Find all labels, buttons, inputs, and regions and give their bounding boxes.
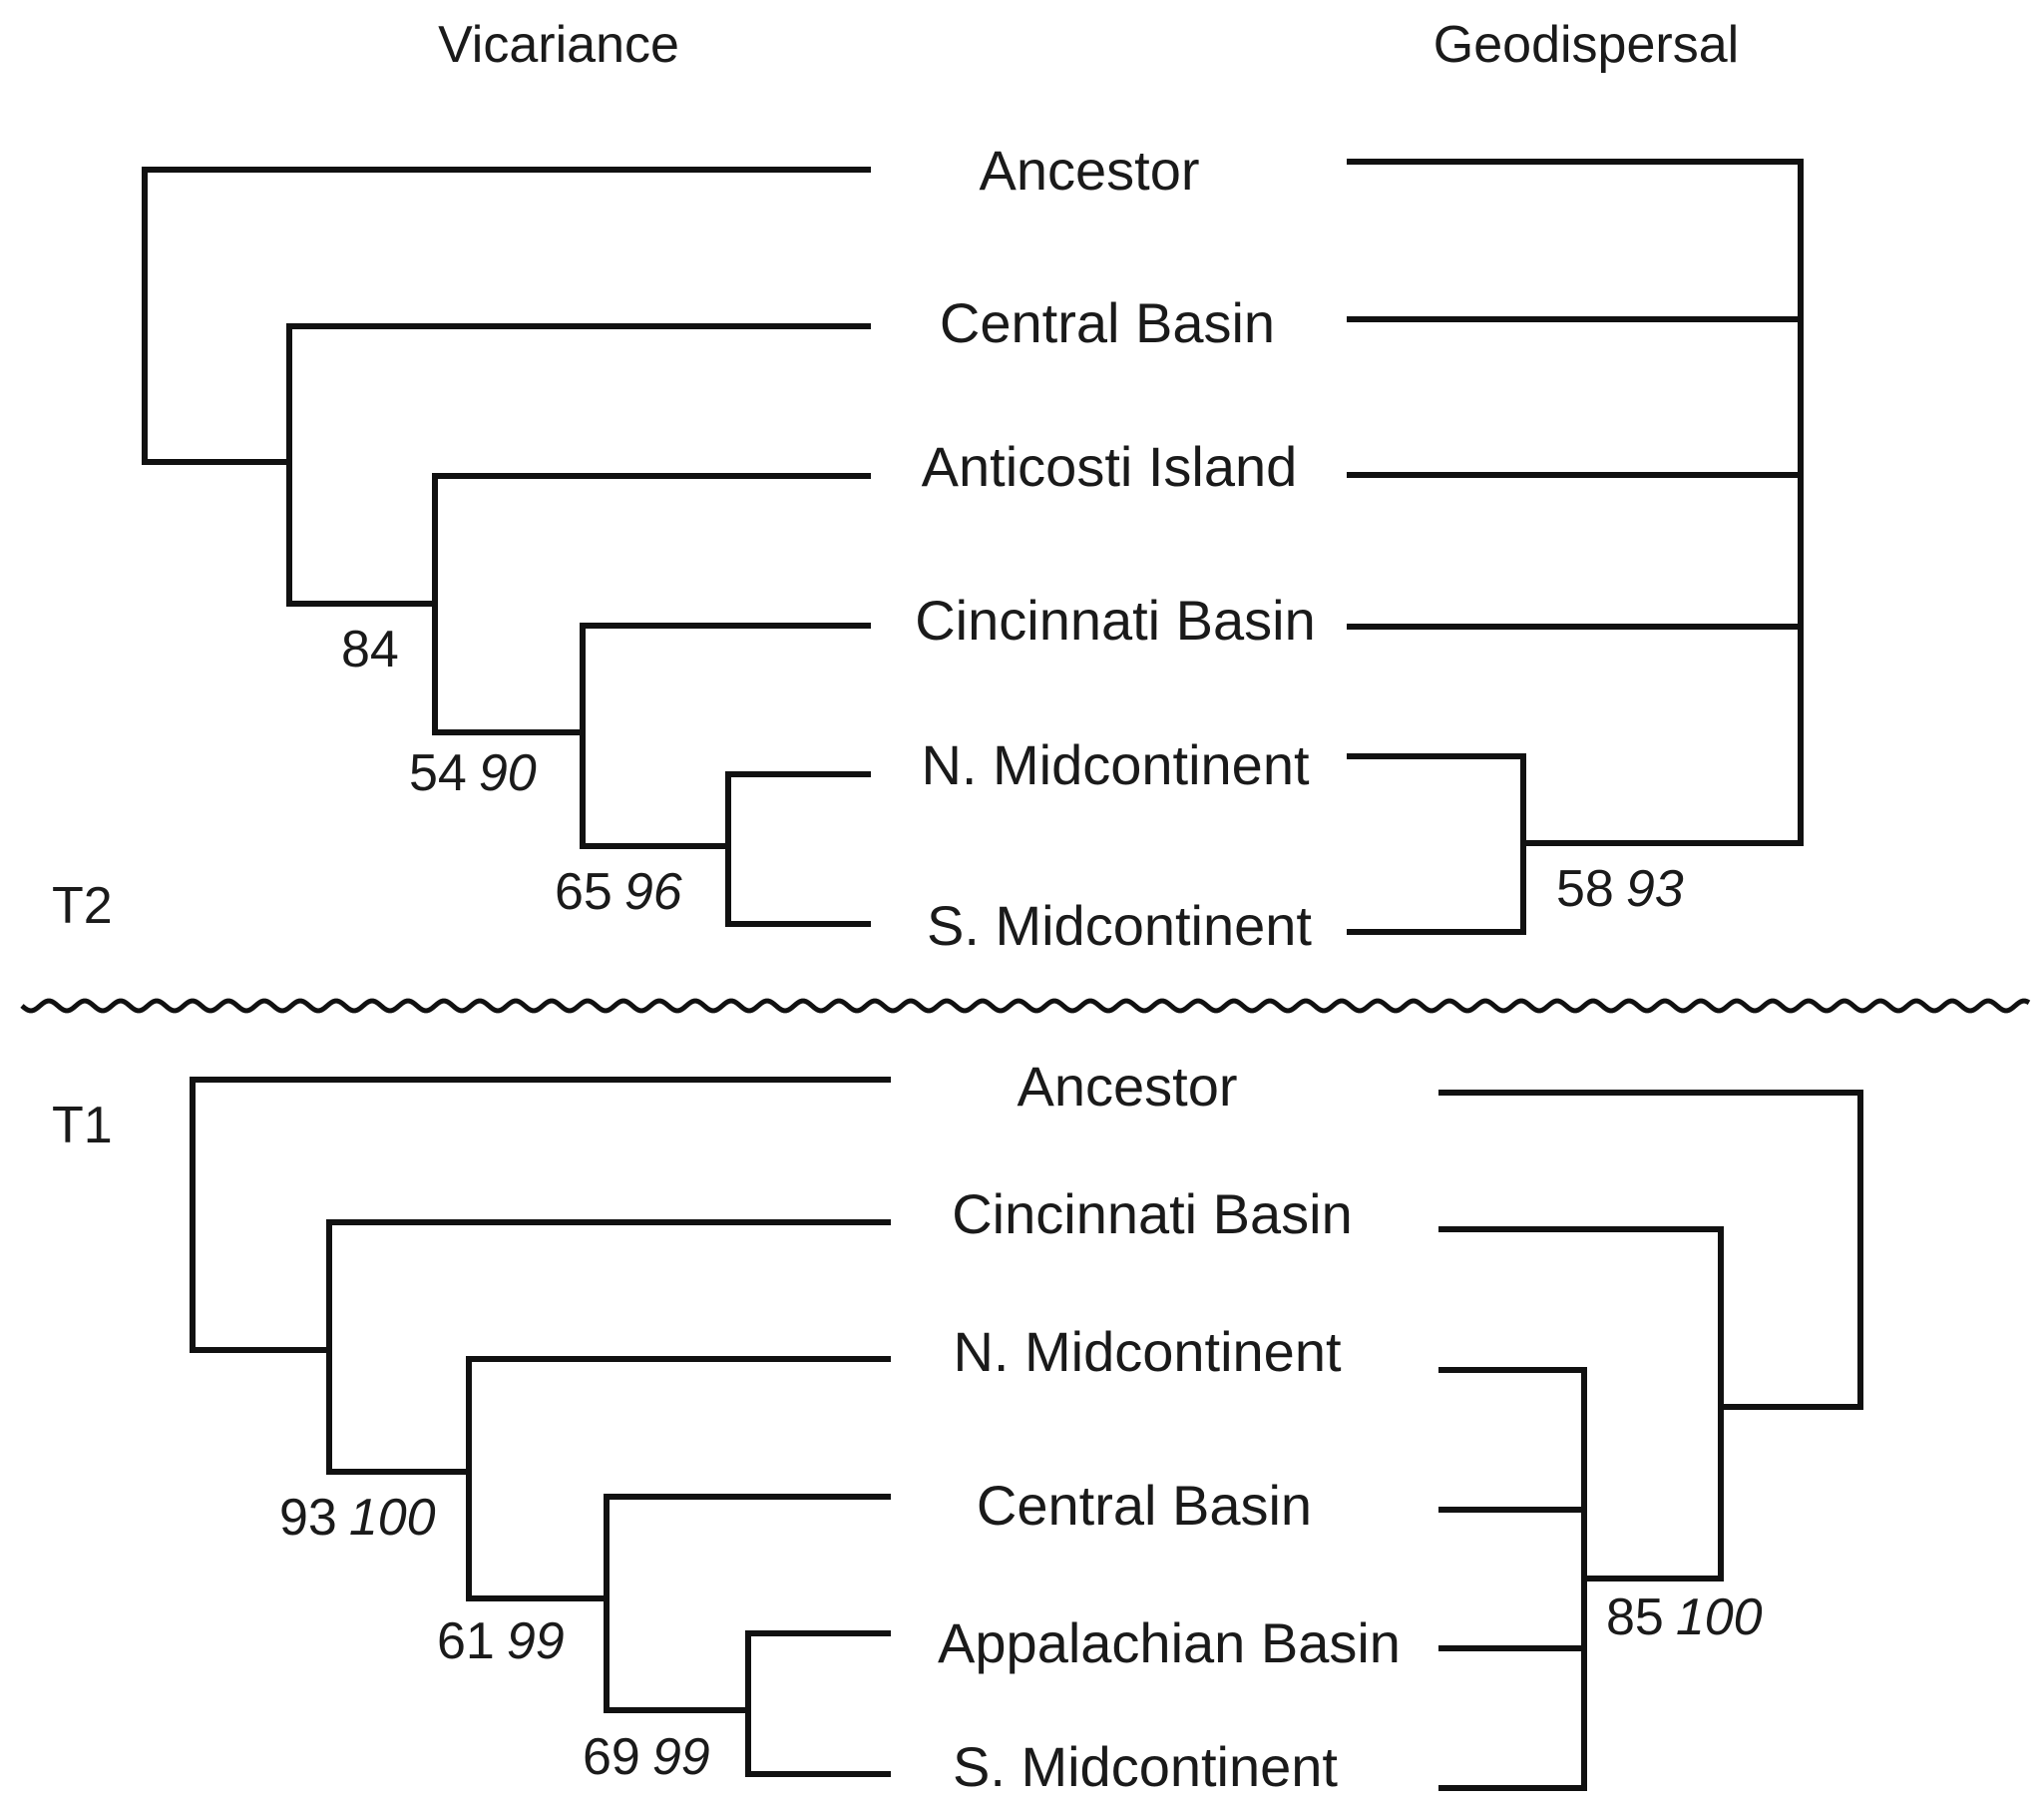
support-value-italic: 90	[479, 744, 537, 802]
t1-taxon-ancestor: Ancestor	[1018, 1055, 1238, 1118]
t2-vicariance-support-84: 84	[341, 621, 399, 678]
support-value-italic: 100	[1676, 1588, 1763, 1646]
time-boundary-wavy-line	[20, 998, 2031, 1014]
t2-taxon-n-midcontinent: N. Midcontinent	[921, 733, 1310, 796]
t2-vicariance-support-54-90: 54 90	[409, 744, 537, 802]
support-value-italic: 100	[349, 1489, 436, 1547]
t2-taxon-anticosti-island: Anticosti Island	[922, 435, 1298, 498]
support-value: 84	[341, 621, 399, 678]
support-value: 69	[583, 1728, 640, 1786]
support-value: 54	[409, 744, 467, 802]
support-value: 65	[555, 863, 613, 921]
support-value: 93	[279, 1489, 337, 1547]
t1-taxon-central-basin: Central Basin	[977, 1474, 1312, 1537]
support-value-italic: 99	[507, 1612, 565, 1670]
t1-geodispersal-support-85-100: 85 100	[1606, 1588, 1763, 1646]
t2-vicariance-tree	[142, 167, 871, 927]
vicariance-header: Vicariance	[438, 16, 679, 74]
support-value: 61	[437, 1612, 495, 1670]
t1-taxon-cincinnati-basin: Cincinnati Basin	[952, 1182, 1353, 1245]
t1-panel: T1 Ancestor Cincinnati Basin N. Midconti…	[52, 1055, 1863, 1798]
t2-taxon-ancestor: Ancestor	[980, 139, 1200, 202]
t1-time-label: T1	[52, 1097, 113, 1154]
t2-geodispersal-tree	[1347, 159, 1804, 935]
support-value-italic: 99	[652, 1728, 710, 1786]
t1-taxon-appalachian-basin: Appalachian Basin	[938, 1611, 1401, 1674]
t2-time-label: T2	[52, 877, 113, 935]
support-value: 58	[1556, 860, 1614, 918]
t1-taxon-n-midcontinent: N. Midcontinent	[953, 1320, 1342, 1383]
t2-geodispersal-support-58-93: 58 93	[1556, 860, 1684, 918]
t1-vicariance-support-93-100: 93 100	[279, 1489, 436, 1547]
t2-taxon-cincinnati-basin: Cincinnati Basin	[915, 589, 1316, 652]
geodispersal-header: Geodispersal	[1433, 16, 1739, 74]
t2-taxon-central-basin: Central Basin	[940, 291, 1275, 354]
support-value-italic: 96	[624, 863, 682, 921]
t1-taxon-s-midcontinent: S. Midcontinent	[953, 1735, 1338, 1798]
support-value-italic: 93	[1626, 860, 1684, 918]
t2-taxon-s-midcontinent: S. Midcontinent	[927, 894, 1312, 957]
t1-vicariance-support-61-99: 61 99	[437, 1612, 565, 1670]
t1-vicariance-tree	[190, 1077, 891, 1777]
t1-vicariance-support-69-99: 69 99	[583, 1728, 710, 1786]
t2-vicariance-support-65-96: 65 96	[555, 863, 682, 921]
t1-geodispersal-tree	[1438, 1090, 1863, 1791]
support-value: 85	[1606, 1588, 1664, 1646]
t2-panel: T2 Ancestor Central Basin Anticosti Isla…	[52, 139, 1804, 957]
